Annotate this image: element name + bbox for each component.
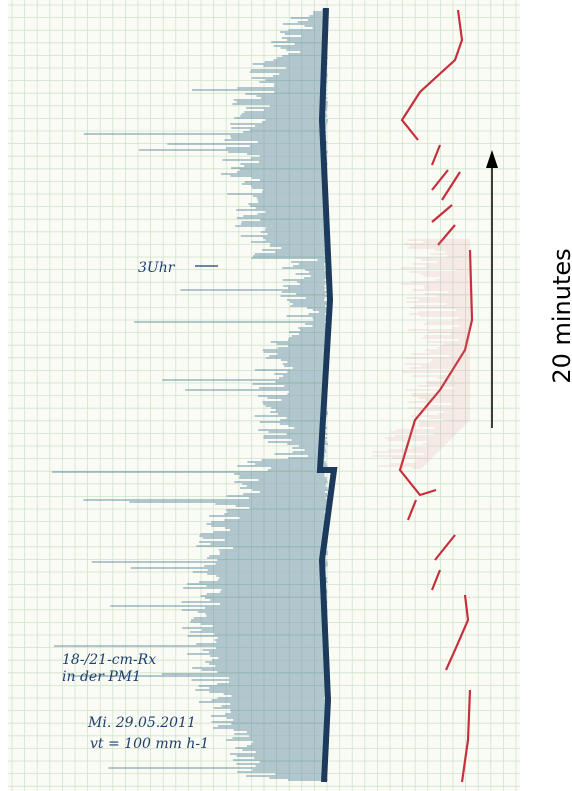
arrow-label: 20 minutes: [548, 248, 572, 383]
trace-core: [316, 7, 338, 783]
grid: [8, 0, 520, 791]
trace-line: [398, 9, 474, 783]
time-annotation: 3Uhr: [138, 260, 176, 276]
red-trace: [372, 9, 474, 783]
date-annotation: Mi. 29.05.2011: [87, 715, 196, 731]
speed-annotation: vt = 100 mm h-1: [90, 736, 209, 752]
arrow-head: [486, 150, 498, 168]
receiver-annotation: 18-/21-cm-Rx: [62, 652, 156, 668]
trace-hatch: [372, 239, 470, 469]
receiver-annotation: in der PM1: [62, 669, 141, 685]
blue-trace: [52, 7, 338, 783]
trace-spikes: [52, 9, 328, 781]
